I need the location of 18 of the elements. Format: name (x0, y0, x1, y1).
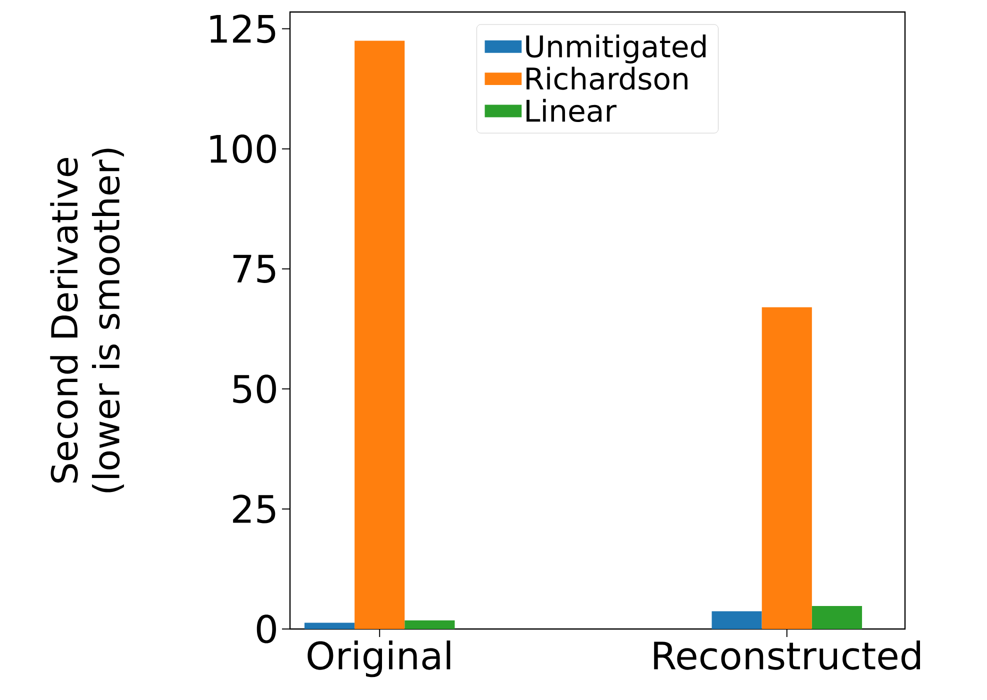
legend-label: Richardson (526, 66, 688, 90)
bar (354, 40, 405, 629)
legend-label: Unmitigated (526, 34, 706, 64)
y-tick-label: 50 (233, 374, 276, 404)
bar (712, 611, 762, 629)
x-tick-label: Reconstructed (654, 640, 920, 670)
y-axis-title: Second Derivative (lower is smoother) (50, 148, 124, 492)
y-tick-label: 75 (233, 254, 276, 283)
bar (304, 622, 355, 629)
bar (404, 620, 455, 629)
y-tick-label: 25 (233, 494, 276, 524)
bar (762, 307, 812, 629)
y-tick-label: 0 (256, 614, 276, 644)
y-tick-label: 125 (210, 14, 276, 44)
y-tick-label: 100 (210, 134, 276, 164)
x-tick-label: Original (308, 640, 450, 678)
legend-label: Linear (526, 98, 617, 122)
bar (812, 606, 862, 629)
